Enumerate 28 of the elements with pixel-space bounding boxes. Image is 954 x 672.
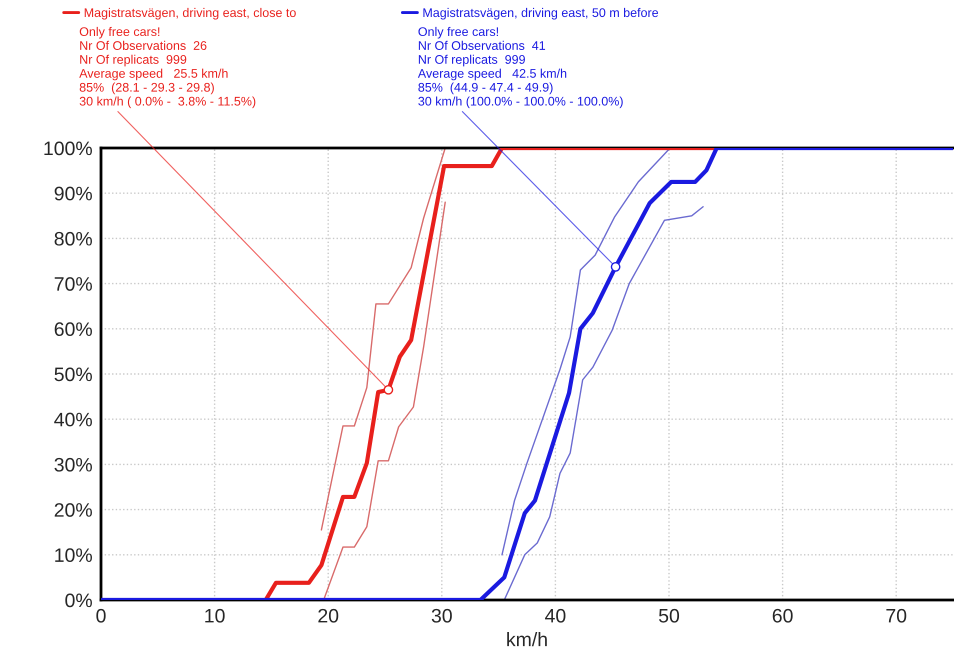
y-tick-label: 70% xyxy=(54,277,92,291)
x-tick-label: 70 xyxy=(886,608,906,623)
y-tick-label: 90% xyxy=(54,186,92,200)
x-tick-label: 40 xyxy=(545,608,566,623)
y-tick-label: 20% xyxy=(54,503,92,517)
line-series xyxy=(504,206,704,600)
y-tick-label: 30% xyxy=(54,458,92,472)
line-series xyxy=(320,148,446,531)
line-series xyxy=(322,202,446,600)
y-tick-label: 100% xyxy=(44,141,92,156)
legend-label: Magistratsvägen, driving east, 50 m before xyxy=(423,8,658,20)
y-tick-label: 40% xyxy=(54,412,92,426)
y-tick-label: 60% xyxy=(54,322,92,336)
y-tick-label: 50% xyxy=(54,367,92,382)
x-tick-label: 20 xyxy=(318,608,338,623)
x-tick-label: 60 xyxy=(772,608,793,623)
x-tick-label: 50 xyxy=(658,608,680,623)
x-tick-label: 30 xyxy=(432,608,452,623)
line-series xyxy=(501,148,671,556)
y-tick-label: 80% xyxy=(54,232,92,246)
annotation: Only free cars! Nr Of Observations 41 Nr Of replicats 999 Average speed 42.5 km/h 85% (44.9 - 47.4 - 49.9) 30 km/h (100.0% - 100.0% - 100.0%) xyxy=(418,26,623,108)
x-tick-label: 10 xyxy=(205,608,225,623)
legend-label: Magistratsvägen, driving east, close to xyxy=(84,8,296,20)
annotation: Only free cars! Nr Of Observations 26 Nr Of replicats 999 Average speed 25.5 km/h 85% (28.1 - 29.3 - 29.8) 30 km/h ( 0.0% - 3.8% - 11.5%) xyxy=(79,26,256,108)
x-axis-title: km/h xyxy=(507,632,547,646)
y-tick-label: 10% xyxy=(55,548,92,562)
y-tick-label: 0% xyxy=(65,593,92,608)
x-tick-label: 0 xyxy=(96,608,106,623)
